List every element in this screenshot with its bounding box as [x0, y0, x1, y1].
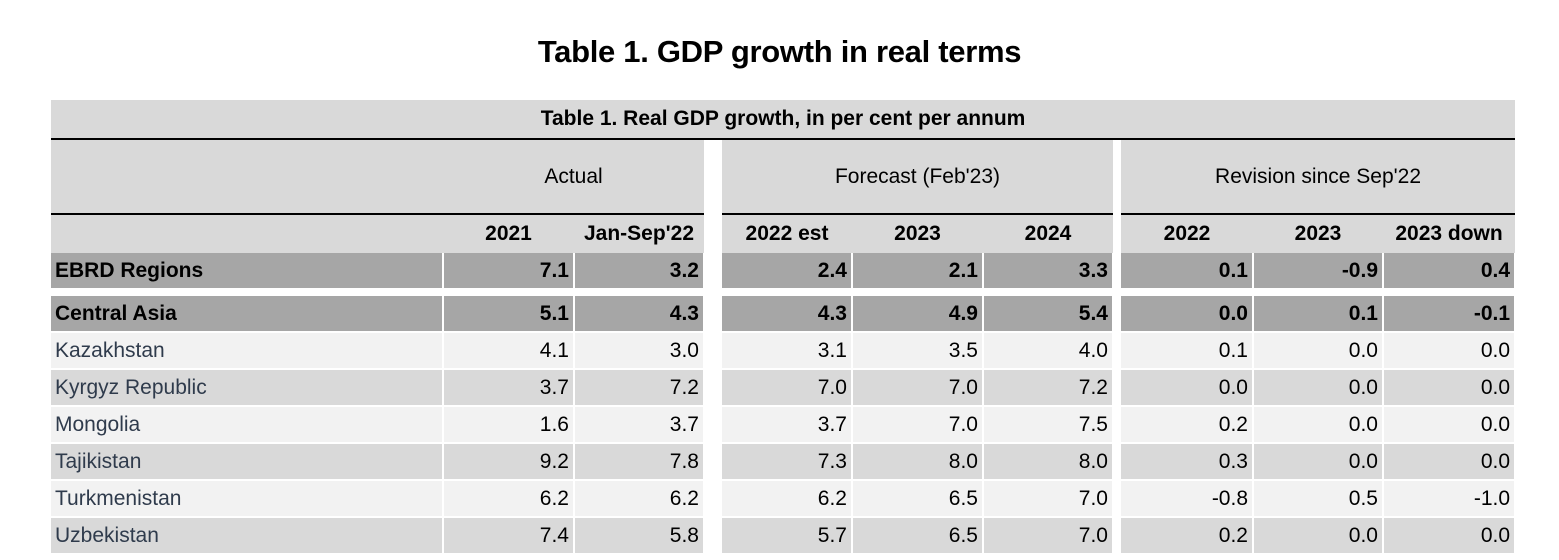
table-cell: 7.1 [443, 253, 575, 296]
table-cell: 7.0 [852, 406, 984, 444]
table-cell: 3.7 [722, 406, 853, 444]
table-cell: 7.5 [983, 406, 1114, 444]
column-header: 2024 [983, 214, 1113, 253]
table-cell: 6.2 [443, 480, 575, 518]
table-cell: -0.8 [1121, 480, 1254, 518]
row-label: Turkmenistan [51, 480, 444, 518]
table-cell: 2.4 [722, 253, 853, 296]
table-cell: 3.3 [983, 253, 1114, 296]
table-cell: -0.9 [1253, 253, 1384, 296]
table-cell: 0.0 [1383, 406, 1517, 444]
table-cell: 7.8 [574, 443, 705, 481]
table-cell: 7.0 [983, 480, 1114, 518]
table-cell: 3.5 [852, 332, 984, 370]
group-header-revision: Revision since Sep'22 [1121, 139, 1516, 215]
column-header-row: 2021 Jan-Sep'22 2022 est 2023 2024 2022 … [51, 213, 1516, 253]
table-cell: 4.9 [852, 292, 984, 333]
column-header: 2022 est [722, 214, 852, 253]
table-cell: 0.3 [1121, 443, 1254, 481]
table-cell: 8.0 [983, 443, 1114, 481]
table-cell: 4.3 [722, 292, 853, 333]
table-cell: 0.1 [1253, 292, 1384, 333]
table-row-turkmenistan: Turkmenistan 6.2 6.2 6.2 6.5 7.0 -0.8 0.… [51, 480, 1517, 518]
table-cell: 0.0 [1383, 369, 1517, 407]
table-cell: 7.0 [722, 369, 853, 407]
table-caption-row: Table 1. Real GDP growth, in per cent pe… [51, 100, 1516, 140]
row-label: Uzbekistan [51, 517, 444, 555]
table-cell: 5.1 [443, 292, 575, 333]
table-cell: 8.0 [852, 443, 984, 481]
table-cell: 6.5 [852, 517, 984, 555]
table-cell: 7.2 [574, 369, 705, 407]
table-cell: 0.0 [1121, 292, 1254, 333]
table-cell: 6.2 [574, 480, 705, 518]
column-header-blank [51, 213, 443, 253]
table-cell: -1.0 [1383, 480, 1517, 518]
table-cell: 0.0 [1253, 369, 1384, 407]
table-cell: 0.0 [1383, 517, 1517, 555]
table-cell: 0.0 [1121, 369, 1254, 407]
table-cell: 0.0 [1253, 517, 1384, 555]
table-cell: 7.0 [852, 369, 984, 407]
table-caption: Table 1. Real GDP growth, in per cent pe… [51, 100, 1516, 140]
table-cell: 7.3 [722, 443, 853, 481]
table-cell: 0.4 [1383, 253, 1517, 296]
table-cell: 0.0 [1253, 406, 1384, 444]
table-cell: 3.7 [574, 406, 705, 444]
page-title: Table 1. GDP growth in real terms [537, 34, 1022, 69]
table-cell: 0.2 [1121, 517, 1254, 555]
group-header-actual: Actual [443, 139, 704, 215]
table-row-uzbekistan: Uzbekistan 7.4 5.8 5.7 6.5 7.0 0.2 0.0 0… [51, 517, 1517, 555]
column-header: 2022 [1121, 214, 1253, 253]
table-cell: 5.8 [574, 517, 705, 555]
table-cell: 0.2 [1121, 406, 1254, 444]
column-header: 2023 down [1383, 214, 1516, 253]
table-cell: 2.1 [852, 253, 984, 296]
table-cell: 3.7 [443, 369, 575, 407]
table-cell: 0.0 [1383, 443, 1517, 481]
row-label: Central Asia [51, 292, 444, 333]
table-cell: 0.5 [1253, 480, 1384, 518]
table-row-kazakhstan: Kazakhstan 4.1 3.0 3.1 3.5 4.0 0.1 0.0 0… [51, 332, 1517, 370]
table-row-ebrd-regions: EBRD Regions 7.1 3.2 2.4 2.1 3.3 0.1 -0.… [51, 253, 1517, 296]
table-cell: 7.0 [983, 517, 1114, 555]
row-label: Kyrgyz Republic [51, 369, 444, 407]
table-row-tajikistan: Tajikistan 9.2 7.8 7.3 8.0 8.0 0.3 0.0 0… [51, 443, 1517, 481]
group-header-forecast: Forecast (Feb'23) [722, 139, 1113, 215]
table-row-kyrgyz-republic: Kyrgyz Republic 3.7 7.2 7.0 7.0 7.2 0.0 … [51, 369, 1517, 407]
gdp-growth-table: Table 1. Real GDP growth, in per cent pe… [51, 100, 1517, 555]
column-header: 2023 [852, 214, 983, 253]
table-cell: 7.2 [983, 369, 1114, 407]
column-header: 2023 [1253, 214, 1383, 253]
group-header-blank [51, 139, 443, 214]
table-cell: 3.1 [722, 332, 853, 370]
column-header: Jan-Sep'22 [574, 214, 704, 253]
table-cell: 4.1 [443, 332, 575, 370]
table-cell: 7.4 [443, 517, 575, 555]
group-header-row: Actual Forecast (Feb'23) Revision since … [51, 139, 1516, 215]
table-cell: 0.0 [1253, 332, 1384, 370]
row-label: EBRD Regions [51, 253, 444, 296]
row-label: Mongolia [51, 406, 444, 444]
table-cell: 4.0 [983, 332, 1114, 370]
column-header: 2021 [443, 214, 574, 253]
row-label: Tajikistan [51, 443, 444, 481]
table-cell: 0.0 [1253, 443, 1384, 481]
table-cell: 0.1 [1121, 332, 1254, 370]
table-cell: 3.2 [574, 253, 705, 296]
table-cell: 1.6 [443, 406, 575, 444]
table-cell: 0.1 [1121, 253, 1254, 296]
table-cell: 3.0 [574, 332, 705, 370]
table-row-central-asia: Central Asia 5.1 4.3 4.3 4.9 5.4 0.0 0.1… [51, 292, 1517, 333]
table-cell: 5.7 [722, 517, 853, 555]
table-cell: 5.4 [983, 292, 1114, 333]
table-row-mongolia: Mongolia 1.6 3.7 3.7 7.0 7.5 0.2 0.0 0.0 [51, 406, 1517, 444]
table-cell: 4.3 [574, 292, 705, 333]
row-label: Kazakhstan [51, 332, 444, 370]
table-cell: 6.2 [722, 480, 853, 518]
table-cell: -0.1 [1383, 292, 1517, 333]
table-cell: 0.0 [1383, 332, 1517, 370]
table-cell: 9.2 [443, 443, 575, 481]
table-cell: 6.5 [852, 480, 984, 518]
